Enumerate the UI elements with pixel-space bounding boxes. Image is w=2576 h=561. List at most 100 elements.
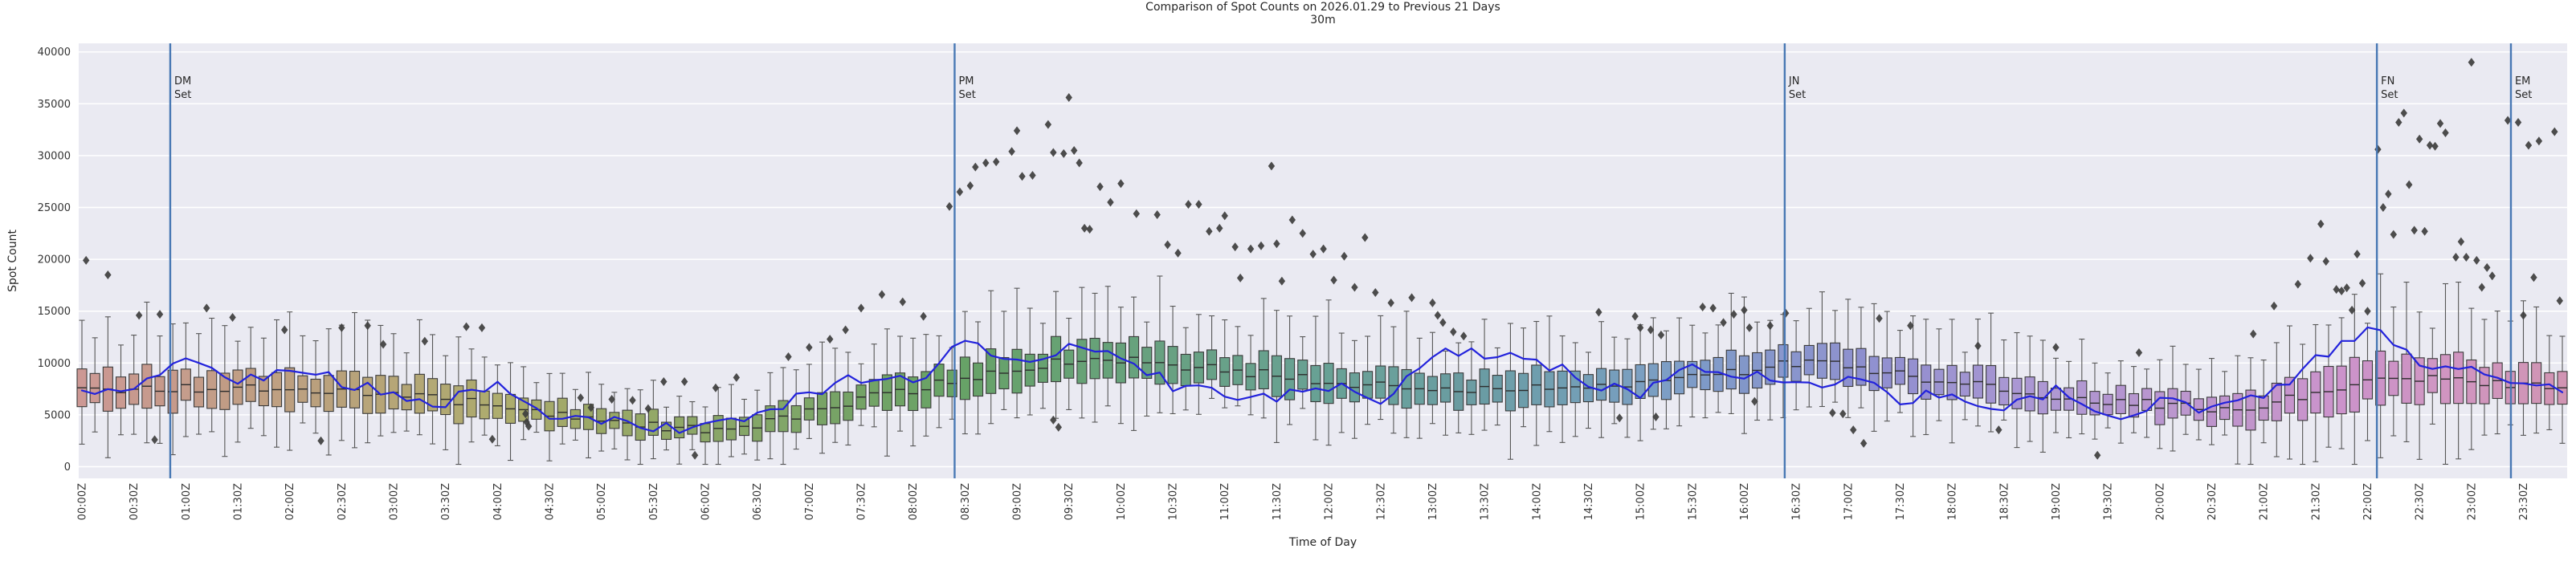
outlier-point xyxy=(1065,93,1072,103)
outlier-point xyxy=(827,335,834,344)
outlier-point xyxy=(1195,200,1202,209)
outlier-point xyxy=(1631,311,1639,321)
x-tick-label: 14:30Z xyxy=(1583,483,1595,520)
outlier-point xyxy=(1076,158,1083,168)
outlier-point xyxy=(2415,134,2423,144)
x-tick-label: 14:00Z xyxy=(1531,483,1543,520)
outlier-point xyxy=(945,201,953,211)
outlier-point xyxy=(2354,250,2361,259)
set-marker-label: Set xyxy=(174,89,191,101)
outlier-point xyxy=(2426,140,2434,150)
x-tick-label: 05:30Z xyxy=(648,483,660,520)
set-marker-label: Set xyxy=(1789,89,1806,101)
x-tick-label: 07:00Z xyxy=(804,483,816,520)
outlier-point xyxy=(1288,215,1296,225)
outlier-point xyxy=(2322,257,2329,266)
outlier-point xyxy=(1247,244,1255,254)
x-tick-label: 00:00Z xyxy=(77,483,89,520)
outlier-point xyxy=(785,352,792,362)
outlier-point xyxy=(2374,144,2382,154)
outlier-point xyxy=(2343,283,2350,293)
outlier-point xyxy=(1174,248,1182,258)
set-marker-label: Set xyxy=(2515,89,2532,101)
outlier-point xyxy=(680,377,688,387)
x-tick-label: 23:30Z xyxy=(2518,483,2530,520)
x-tick-label: 22:00Z xyxy=(2362,483,2374,520)
outlier-point xyxy=(587,403,594,413)
y-tick-label: 10000 xyxy=(38,358,71,370)
outlier-point xyxy=(842,325,849,335)
outlier-point xyxy=(1439,318,1447,327)
outlier-point xyxy=(2525,140,2533,150)
x-tick-label: 12:30Z xyxy=(1375,483,1387,520)
outlier-point xyxy=(1647,325,1655,335)
outlier-point xyxy=(1460,331,1468,341)
outlier-point xyxy=(1044,120,1052,129)
outlier-point xyxy=(1273,239,1280,249)
outlier-point xyxy=(1766,321,1774,331)
x-tick-label: 20:00Z xyxy=(2154,483,2166,520)
outlier-point xyxy=(2457,237,2465,246)
outlier-point xyxy=(1019,172,1026,181)
chart-dynamic-layer: 0 5000 10000 15000 20000 25000 30000 35000 40000… xyxy=(38,43,2568,520)
x-tick-label: 07:30Z xyxy=(856,483,868,520)
x-tick-label: 23:00Z xyxy=(2466,483,2478,520)
outlier-point xyxy=(2463,253,2470,262)
x-tick-label: 09:30Z xyxy=(1063,483,1076,520)
outlier-point xyxy=(2442,128,2449,137)
x-tick-label: 10:00Z xyxy=(1116,483,1128,520)
outlier-point xyxy=(920,311,927,321)
outlier-point xyxy=(2390,230,2398,239)
y-axis-label: Spot Count xyxy=(6,230,19,292)
x-tick-label: 13:30Z xyxy=(1480,483,1492,520)
x-tick-label: 21:30Z xyxy=(2310,483,2322,520)
outlier-point xyxy=(478,323,486,332)
outlier-point xyxy=(1013,126,1021,136)
outlier-point xyxy=(712,383,720,392)
outlier-point xyxy=(229,312,236,322)
outlier-point xyxy=(1330,275,1337,285)
outlier-point xyxy=(1008,147,1015,157)
outlier-point xyxy=(2488,271,2496,281)
x-tick-label: 13:00Z xyxy=(1427,483,1439,520)
outlier-point xyxy=(1434,311,1442,320)
outlier-point xyxy=(1080,223,1088,233)
chart-title: Comparison of Spot Counts on 2026.01.29 … xyxy=(1145,1,1500,14)
outlier-point xyxy=(1850,425,1857,435)
outlier-point xyxy=(972,162,979,172)
outlier-point xyxy=(1185,200,1192,209)
outlier-point xyxy=(660,377,667,387)
outlier-point xyxy=(577,393,585,403)
outlier-point xyxy=(733,372,741,382)
outlier-point xyxy=(1450,327,1457,337)
outlier-point xyxy=(1341,251,1348,261)
outlier-point xyxy=(1216,223,1223,233)
outlier-point xyxy=(2478,283,2485,292)
outlier-point xyxy=(2421,226,2428,236)
x-tick-label: 06:30Z xyxy=(752,483,764,520)
outlier-point xyxy=(1408,293,1415,303)
outlier-point xyxy=(1257,241,1265,250)
outlier-point xyxy=(2333,285,2340,295)
set-marker-label: FN xyxy=(2381,75,2394,87)
outlier-point xyxy=(2551,127,2558,136)
outlier-point xyxy=(2317,219,2325,229)
outlier-point xyxy=(1372,287,1379,297)
outlier-point xyxy=(806,343,813,352)
x-tick-label: 21:00Z xyxy=(2259,483,2271,520)
x-tick-label: 18:00Z xyxy=(1947,483,1959,520)
set-marker-label: DM xyxy=(174,75,191,87)
x-tick-label: 04:30Z xyxy=(545,483,557,520)
outlier-point xyxy=(522,409,529,419)
y-tick-label: 0 xyxy=(64,461,71,474)
outlier-point xyxy=(2307,254,2314,263)
x-tick-label: 15:30Z xyxy=(1687,483,1699,520)
outlier-point xyxy=(966,181,974,190)
outlier-point xyxy=(1153,210,1161,220)
outlier-point xyxy=(608,395,615,404)
outlier-point xyxy=(878,290,886,299)
outlier-point xyxy=(525,421,533,431)
outlier-point xyxy=(2400,108,2407,118)
outlier-point xyxy=(1709,303,1717,313)
